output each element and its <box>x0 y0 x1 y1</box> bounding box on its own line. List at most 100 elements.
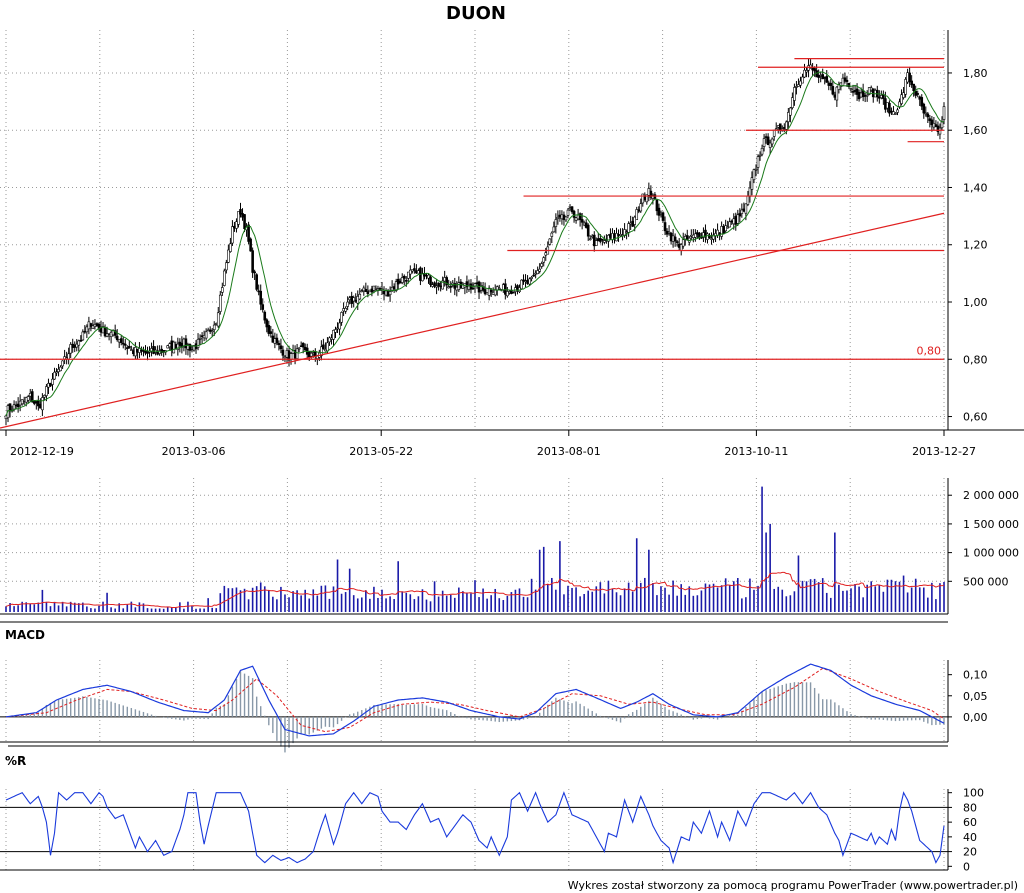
candle-body <box>289 353 293 360</box>
candle-body <box>570 206 574 213</box>
macd-panel-title: MACD <box>5 628 45 642</box>
candle-body <box>93 324 97 328</box>
candle-body <box>776 125 780 128</box>
candle-body <box>797 84 800 87</box>
volume-bar <box>126 604 129 612</box>
volume-bar <box>821 578 824 612</box>
x-tick-label: 2013-03-06 <box>162 445 226 458</box>
candle-body <box>857 92 861 100</box>
candle-body <box>415 270 418 274</box>
candle-body <box>770 138 774 145</box>
volume-bar <box>935 599 937 612</box>
candle-body <box>198 337 202 340</box>
volume-bar <box>611 588 614 612</box>
volume-bar <box>373 586 375 612</box>
candle-body <box>433 282 436 287</box>
candle-body <box>267 325 271 334</box>
candle-body <box>590 235 594 238</box>
volume-bar <box>931 582 933 612</box>
volume-bar <box>615 592 618 612</box>
volume-bar <box>33 604 36 612</box>
candle-body <box>89 323 93 327</box>
price-moving-average <box>5 71 945 416</box>
volume-bar <box>13 606 15 612</box>
volume-bar <box>534 589 537 612</box>
candle-body <box>544 252 548 256</box>
candle-body <box>843 77 847 82</box>
volume-bar <box>255 586 258 612</box>
volume-bar <box>813 578 816 612</box>
volume-bar <box>268 590 270 612</box>
candle-body <box>218 294 222 312</box>
candle-body <box>358 293 362 300</box>
volume-bar <box>445 595 448 612</box>
volume-bar <box>191 606 193 612</box>
volume-bar <box>514 589 517 612</box>
candle-body <box>942 106 946 120</box>
candle-body <box>35 401 38 404</box>
volume-bar <box>437 596 440 612</box>
candle-body <box>311 352 315 355</box>
volume-bar <box>98 605 100 612</box>
volume-bar <box>231 588 234 612</box>
volume-y-tick-label: 2 000 000 <box>963 489 1019 502</box>
candle-body <box>55 371 58 374</box>
candle-body <box>57 368 60 373</box>
candle-body <box>493 289 497 296</box>
candle-body <box>582 222 586 226</box>
footer-credit: Wykres został stworzony za pomocą progra… <box>568 879 1018 892</box>
volume-bar <box>676 595 678 612</box>
candle-body <box>635 209 639 221</box>
candle-body <box>251 250 254 273</box>
candle-body <box>411 269 414 272</box>
candle-body <box>884 98 887 110</box>
candle-body <box>229 243 232 252</box>
candle-body <box>259 290 263 305</box>
candle-body <box>261 304 265 310</box>
volume-bar <box>692 595 695 612</box>
volume-bar <box>906 592 909 612</box>
candle-body <box>655 200 659 212</box>
candle-body <box>49 382 52 387</box>
candle-body <box>421 273 424 282</box>
candle-body <box>299 345 303 348</box>
volume-bar <box>482 588 484 612</box>
candle-body <box>364 288 368 292</box>
volume-bar <box>498 598 501 612</box>
volume-bar <box>251 587 254 612</box>
trend-line-label: 0,80 <box>917 344 942 357</box>
candle-body <box>900 94 903 104</box>
candle-body <box>712 234 715 240</box>
candle-body <box>309 352 313 357</box>
candle-body <box>370 288 374 293</box>
candle-body <box>37 400 40 407</box>
candle-body <box>257 290 260 293</box>
candle-body <box>799 80 802 86</box>
volume-bar <box>623 588 626 612</box>
candle-body <box>184 338 188 349</box>
volume-bar <box>458 587 460 612</box>
candle-body <box>580 219 584 223</box>
williams-r-y-tick-label: 100 <box>963 787 984 800</box>
volume-bar <box>324 585 327 612</box>
candle-body <box>865 94 869 97</box>
candle-body <box>495 286 499 291</box>
candle-body <box>538 268 541 272</box>
candle-body <box>59 366 62 372</box>
candle-body <box>560 214 564 220</box>
candle-body <box>471 287 475 290</box>
candle-body <box>332 329 335 340</box>
price-y-tick-label: 1,80 <box>963 67 988 80</box>
candle-body <box>140 349 143 352</box>
volume-bar <box>280 586 282 612</box>
volume-bar <box>538 549 541 612</box>
candle-body <box>692 234 695 238</box>
volume-bar <box>486 598 488 612</box>
candle-body <box>61 360 64 367</box>
candle-body <box>188 344 192 351</box>
volume-bar <box>939 583 941 612</box>
volume-bar <box>664 587 666 612</box>
volume-bar <box>377 597 379 612</box>
volume-bar <box>842 590 844 612</box>
candle-body <box>338 322 341 330</box>
